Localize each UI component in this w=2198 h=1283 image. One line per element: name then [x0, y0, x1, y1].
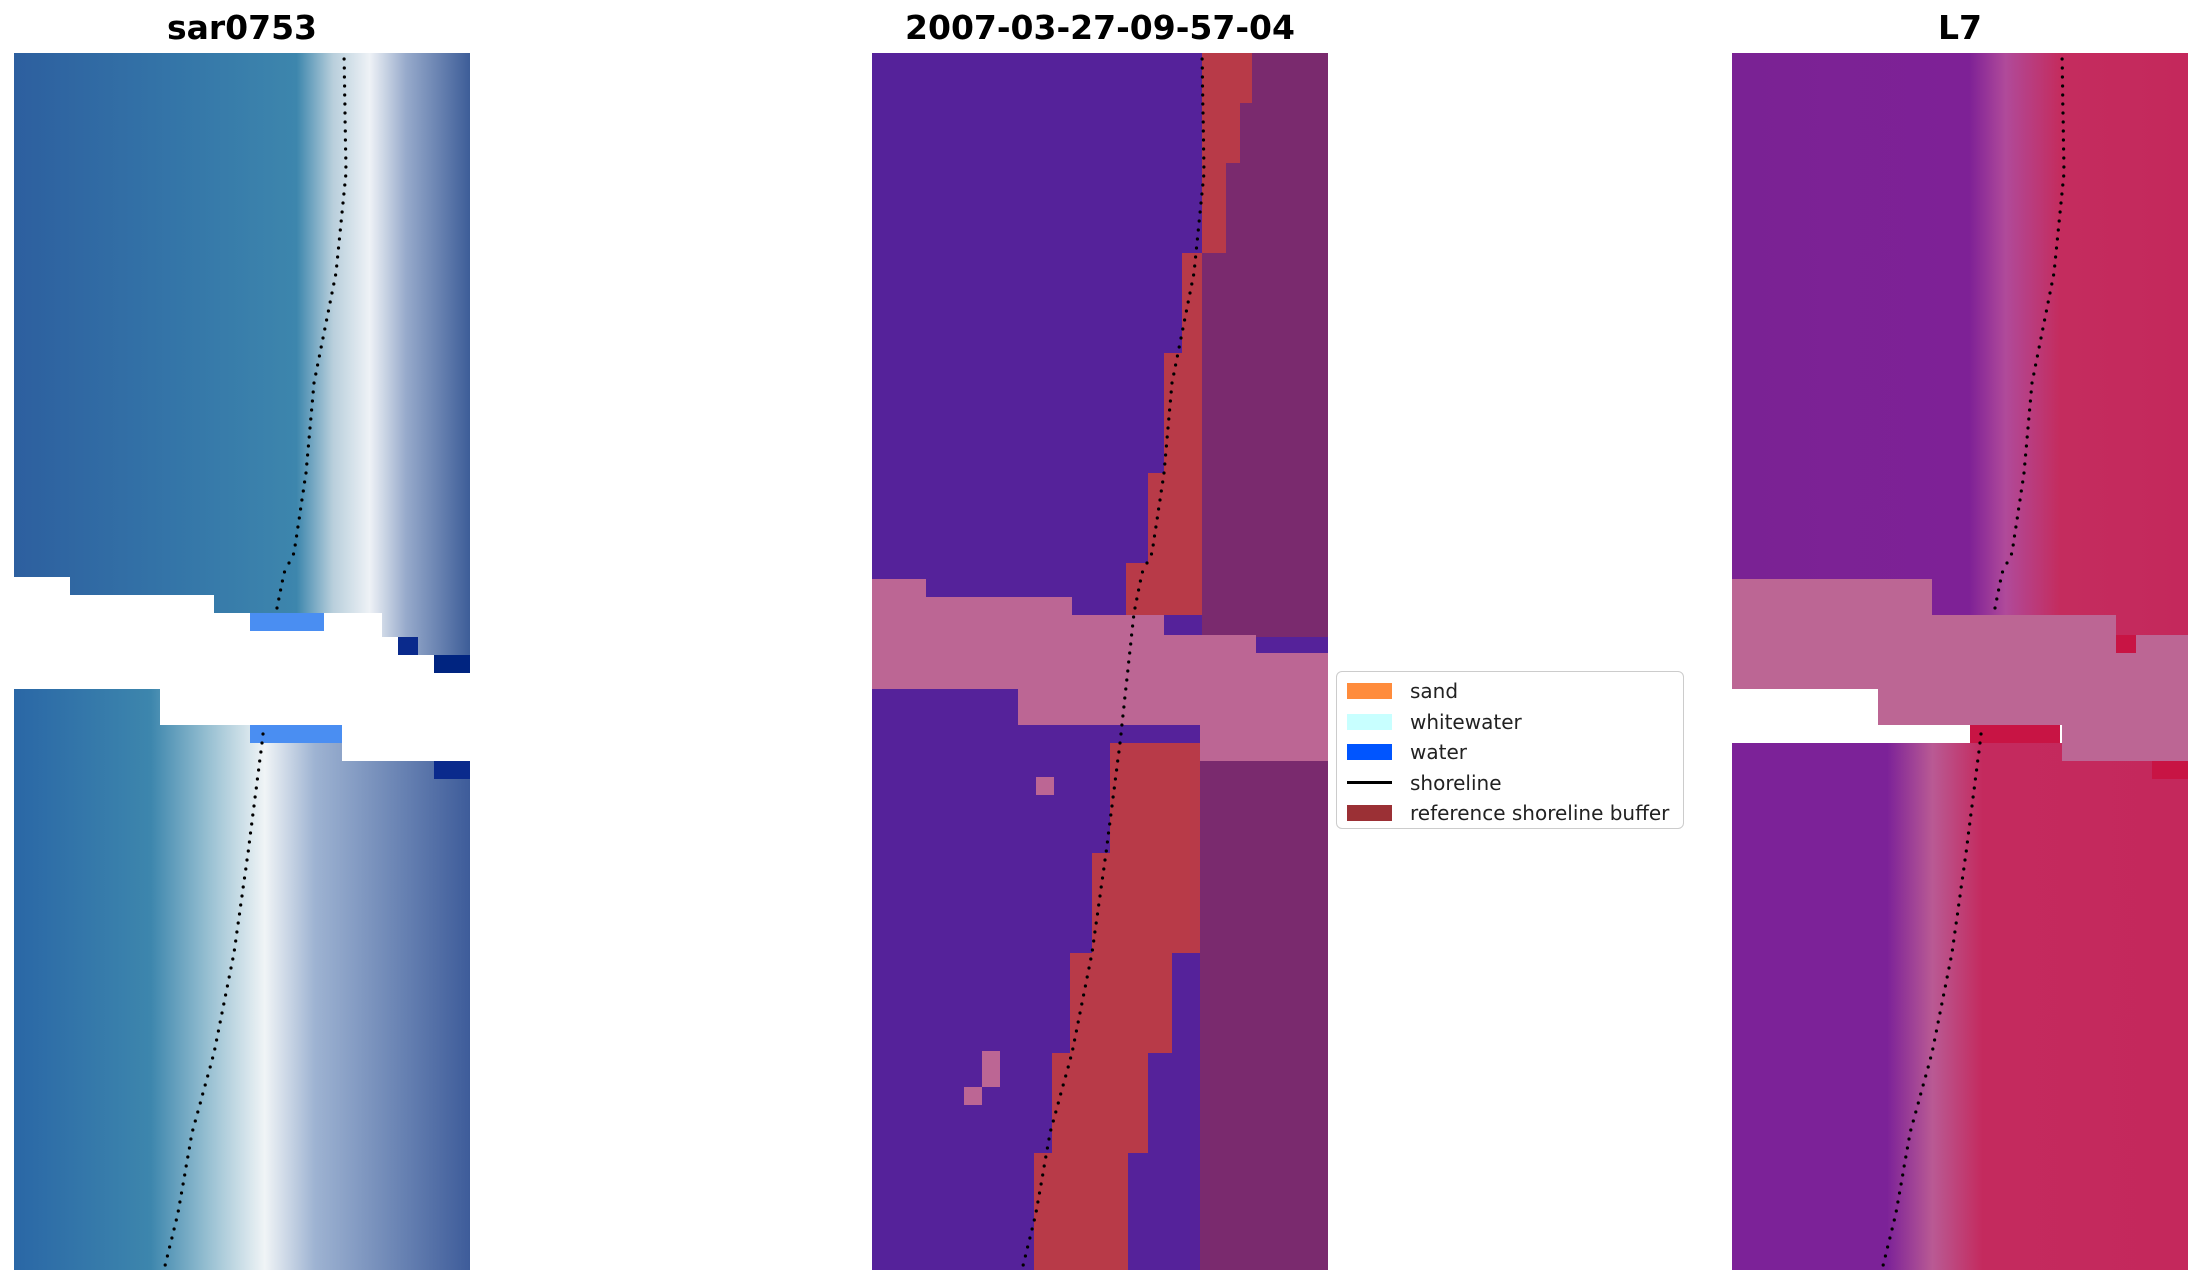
- legend-item-reference-buffer: reference shoreline buffer: [1347, 798, 1673, 829]
- legend-swatch-whitewater: [1347, 713, 1392, 730]
- legend-line-shoreline: [1347, 781, 1392, 785]
- panel-title-rgb: sar0753: [166, 8, 318, 47]
- legend-swatch-reference-buffer: [1347, 805, 1392, 822]
- classified-image: [872, 53, 1328, 1270]
- legend-label-shoreline: shoreline: [1410, 770, 1502, 795]
- legend: sand whitewater water shoreline referenc…: [1336, 671, 1684, 829]
- rgb-image-panel: [14, 53, 470, 1270]
- legend-swatch-sand: [1347, 683, 1392, 700]
- rgb-image: [14, 53, 470, 1270]
- panel-title-classified: 2007-03-27-09-57-04: [905, 8, 1295, 47]
- legend-item-shoreline: shoreline: [1347, 768, 1673, 799]
- legend-item-sand: sand: [1347, 676, 1673, 707]
- panel-title-index: L7: [1938, 8, 1982, 47]
- legend-label-sand: sand: [1410, 679, 1459, 704]
- legend-swatch-water: [1347, 744, 1392, 761]
- index-image-panel: [1732, 53, 2188, 1270]
- legend-label-whitewater: whitewater: [1410, 709, 1522, 734]
- legend-item-water: water: [1347, 737, 1673, 768]
- legend-label-water: water: [1410, 740, 1467, 765]
- classified-image-panel: [872, 53, 1328, 1270]
- legend-label-reference-buffer: reference shoreline buffer: [1410, 801, 1670, 826]
- legend-item-whitewater: whitewater: [1347, 707, 1673, 738]
- index-image: [1732, 53, 2188, 1270]
